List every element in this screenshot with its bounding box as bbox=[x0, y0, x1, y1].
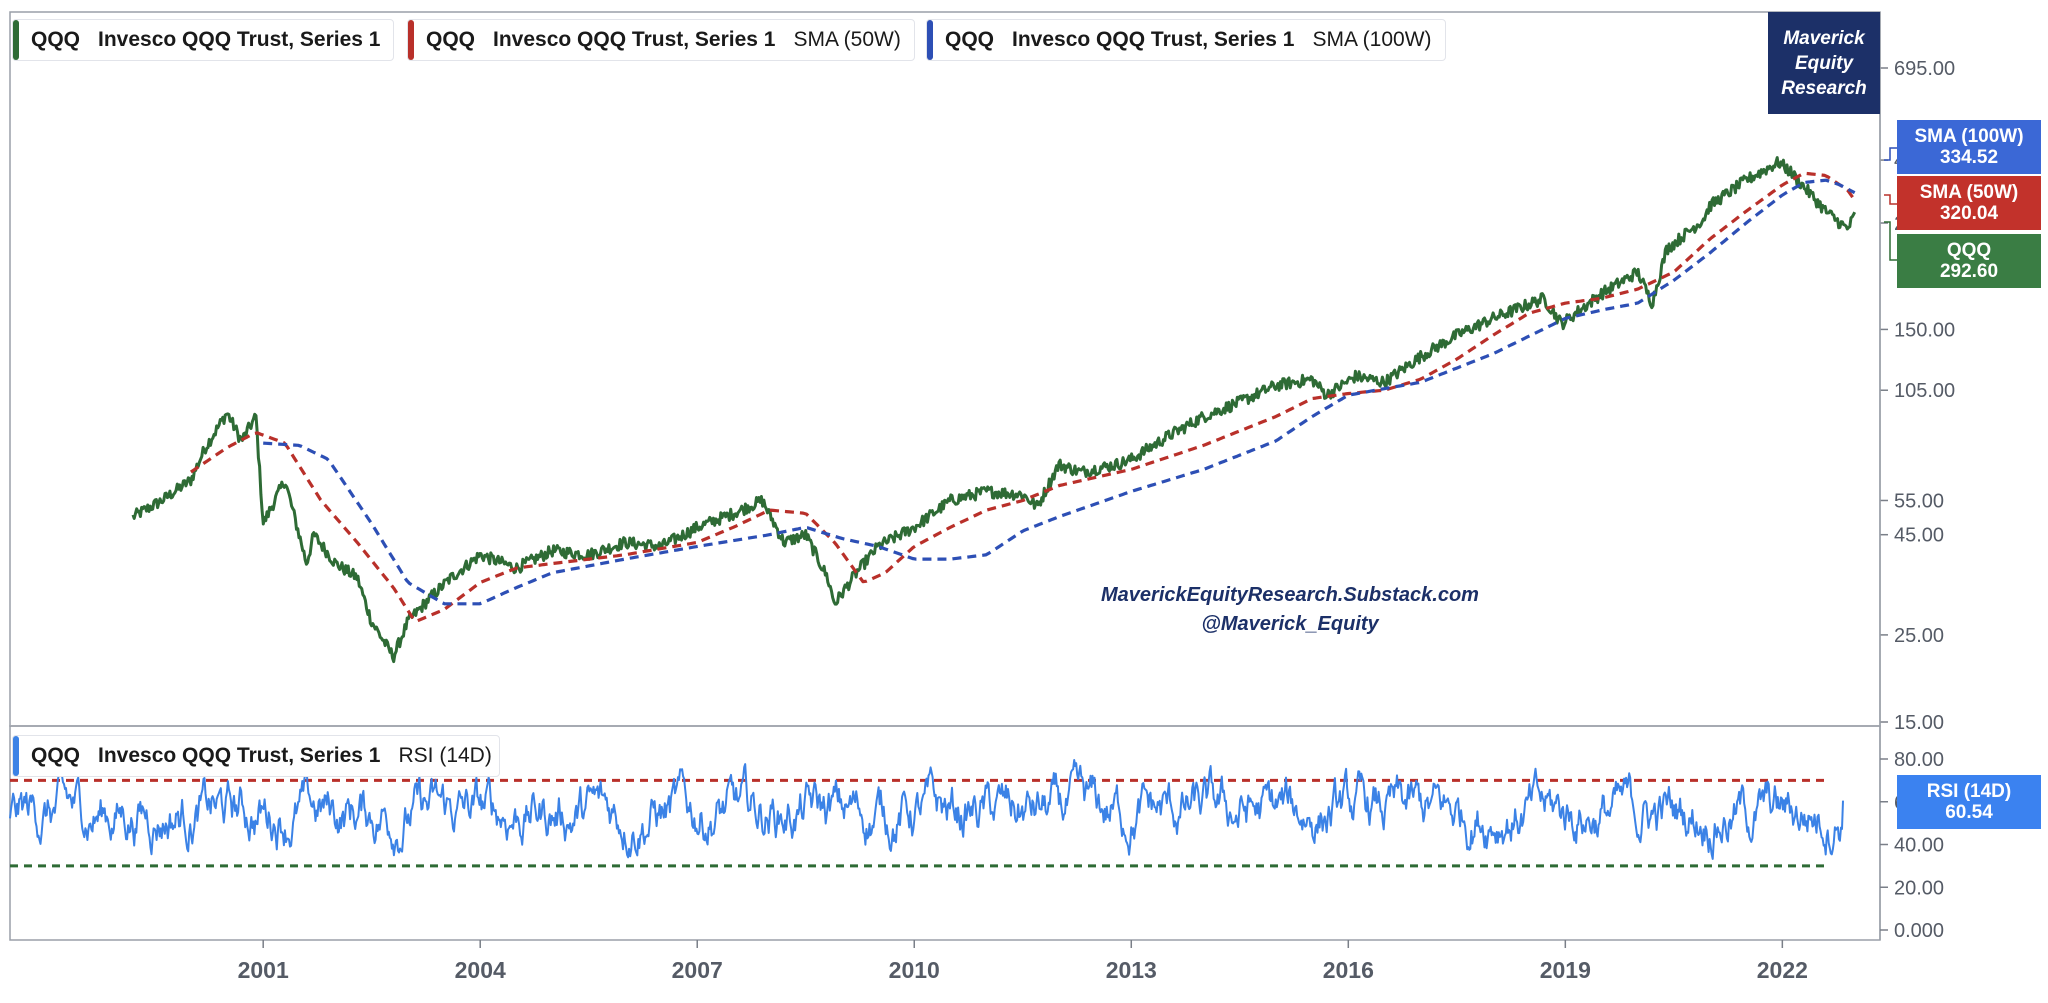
price-tag-sma100: SMA (100W) 334.52 bbox=[1897, 120, 2041, 174]
legend-sma100-name: Invesco QQQ Trust, Series 1 bbox=[1012, 28, 1295, 51]
y-tick-label-7: 25.00 bbox=[1894, 625, 1944, 647]
rsi-y-tick-label-3: 20.00 bbox=[1894, 877, 1944, 899]
price-tag-qqq-label: QQQ bbox=[1946, 240, 1992, 261]
series-sma50-line bbox=[190, 171, 1857, 623]
legend-qqq-name: Invesco QQQ Trust, Series 1 bbox=[98, 28, 381, 51]
legend-sma100-swatch bbox=[927, 20, 933, 60]
price-tag-rsi-value: 60.54 bbox=[1945, 802, 1993, 823]
y-tick-label-8: 15.00 bbox=[1894, 712, 1944, 734]
price-tag-sma100-value: 334.52 bbox=[1939, 147, 1999, 168]
price-lines bbox=[131, 156, 1857, 664]
y-tick-label-3: 150.00 bbox=[1894, 319, 1955, 341]
x-tick-label-1: 2004 bbox=[455, 957, 506, 983]
x-tick-label-4: 2013 bbox=[1106, 957, 1157, 983]
price-tag-sma50: SMA (50W) 320.04 bbox=[1897, 176, 2041, 230]
rsi-line bbox=[9, 759, 1844, 860]
legend-qqq[interactable]: QQQ Invesco QQQ Trust, Series 1 bbox=[12, 19, 394, 61]
brand-line-2: Equity bbox=[1794, 52, 1854, 74]
x-tick-label-3: 2010 bbox=[889, 957, 940, 983]
x-tick-label-2: 2007 bbox=[672, 957, 723, 983]
y-tick-label-0: 695.00 bbox=[1894, 58, 1955, 80]
legend-sma50-symbol: QQQ bbox=[426, 28, 476, 51]
x-tick-label-7: 2022 bbox=[1757, 957, 1808, 983]
price-tag-qqq: QQQ 292.60 bbox=[1897, 234, 2041, 288]
legend-qqq-swatch bbox=[13, 20, 19, 60]
tag-connector-2 bbox=[1884, 221, 1897, 261]
price-tag-sma50-value: 320.04 bbox=[1939, 203, 1999, 224]
watermark-handle: @Maverick_Equity bbox=[1201, 613, 1379, 635]
x-tick-label-0: 2001 bbox=[238, 957, 289, 983]
rsi-y-tick-label-0: 80.00 bbox=[1894, 749, 1944, 771]
watermark-url: MaverickEquityResearch.Substack.com bbox=[1101, 584, 1479, 606]
axes: 695.00405.00280.00150.00105.0055.0045.00… bbox=[238, 12, 1955, 983]
price-panel bbox=[9, 11, 1881, 727]
brand-line-3: Research bbox=[1781, 77, 1867, 99]
legend-rsi-symbol: QQQ bbox=[31, 744, 81, 767]
x-tick-label-6: 2019 bbox=[1540, 957, 1591, 983]
legend-sma100[interactable]: QQQ Invesco QQQ Trust, Series 1 SMA (100… bbox=[926, 19, 1446, 61]
legend-sma50-indicator: SMA (50W) bbox=[793, 28, 901, 51]
rsi-y-tick-label-4: 0.000 bbox=[1894, 920, 1944, 942]
price-tag-rsi-label: RSI (14D) bbox=[1926, 781, 2012, 802]
price-tag-sma100-label: SMA (100W) bbox=[1914, 126, 2024, 147]
price-tag-qqq-value: 292.60 bbox=[1939, 261, 1999, 282]
brand-line-1: Maverick bbox=[1783, 27, 1865, 49]
tag-connector-1 bbox=[1884, 194, 1897, 205]
x-tick-label-5: 2016 bbox=[1323, 957, 1374, 983]
legend-sma100-indicator: SMA (100W) bbox=[1312, 28, 1432, 51]
legend-sma50-swatch bbox=[408, 20, 414, 60]
price-tag-rsi: RSI (14D) 60.54 bbox=[1897, 775, 2041, 829]
legend-rsi-name: Invesco QQQ Trust, Series 1 bbox=[98, 744, 381, 767]
series-sma100-line bbox=[263, 178, 1856, 606]
series-qqq-line bbox=[131, 156, 1857, 664]
legend-sma50-name: Invesco QQQ Trust, Series 1 bbox=[493, 28, 776, 51]
legend-rsi[interactable]: QQQ Invesco QQQ Trust, Series 1 RSI (14D… bbox=[12, 735, 500, 777]
price-tag-sma50-label: SMA (50W) bbox=[1919, 182, 2019, 203]
legend-sma100-symbol: QQQ bbox=[945, 28, 995, 51]
tag-connector-0 bbox=[1884, 147, 1897, 161]
legend-rsi-indicator: RSI (14D) bbox=[398, 744, 492, 767]
legend-qqq-symbol: QQQ bbox=[31, 28, 81, 51]
legend-rsi-swatch bbox=[13, 736, 19, 776]
rsi-y-tick-label-2: 40.00 bbox=[1894, 835, 1944, 857]
price-panel-frame bbox=[9, 11, 1881, 727]
y-tick-label-5: 55.00 bbox=[1894, 490, 1944, 512]
legend-sma50[interactable]: QQQ Invesco QQQ Trust, Series 1 SMA (50W… bbox=[407, 19, 915, 61]
y-tick-label-6: 45.00 bbox=[1894, 525, 1944, 547]
y-tick-label-4: 105.00 bbox=[1894, 380, 1955, 402]
brand-logo: Maverick Equity Research bbox=[1768, 12, 1880, 114]
